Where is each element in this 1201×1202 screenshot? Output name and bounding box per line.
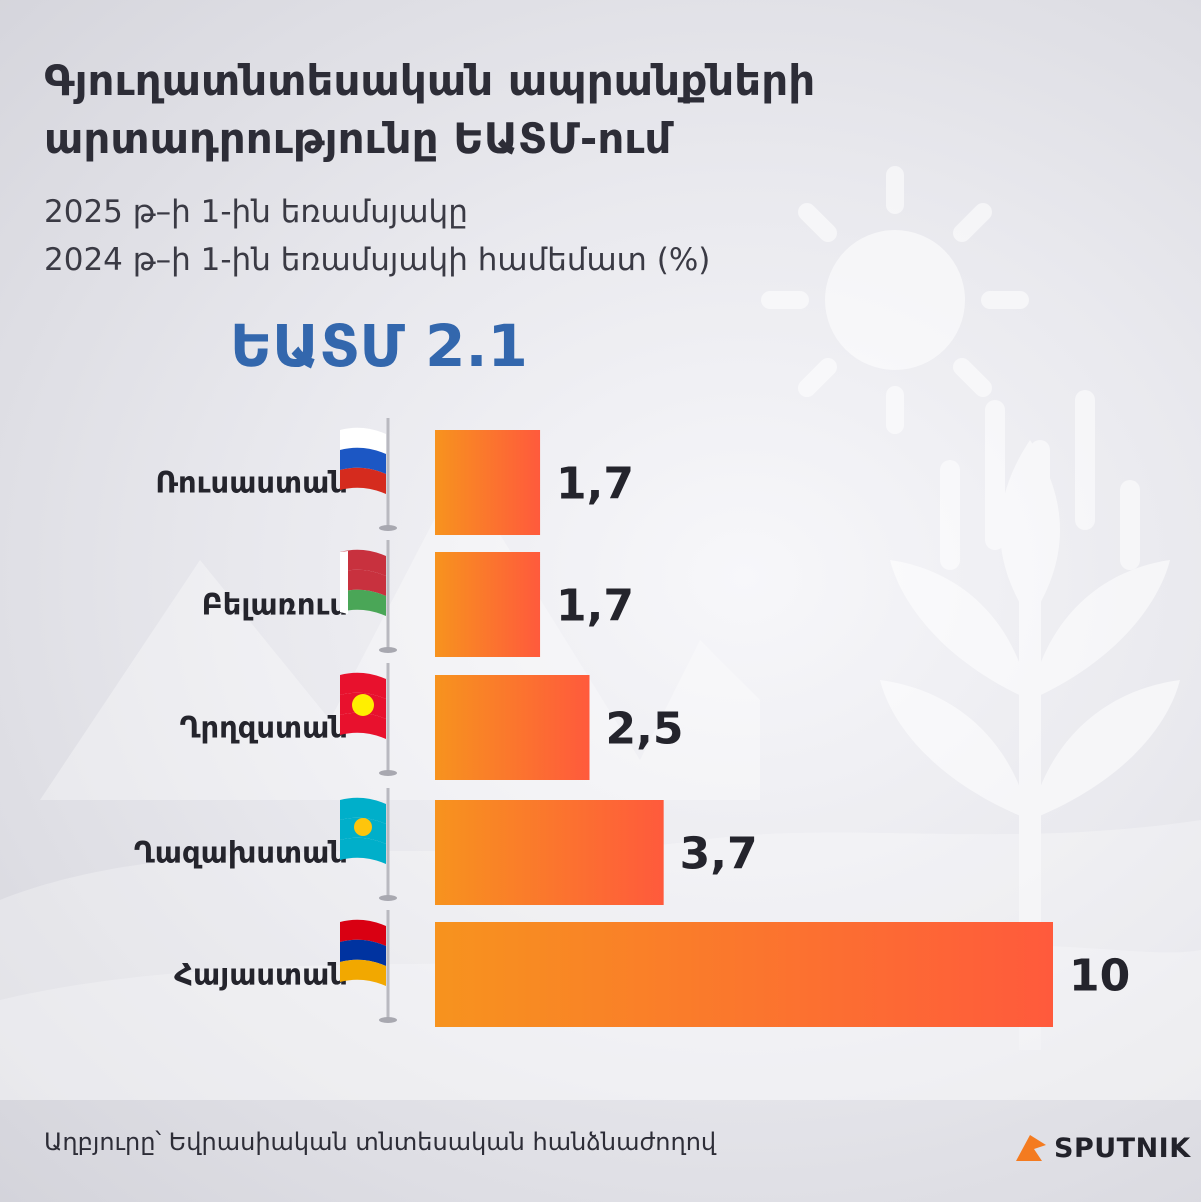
subtitle-line-2: 2024 թ–ի 1-ին եռամսյակի համեմատ (%) — [44, 242, 711, 278]
armenia-flag-icon — [340, 910, 397, 1023]
page-title: Գյուղատնտեսական ապրանքների արտադրություն… — [44, 52, 1144, 168]
value-label: 3,7 — [680, 829, 758, 880]
sputnik-logo-icon — [1016, 1135, 1046, 1161]
category-label: Ռուսաստան — [155, 466, 348, 500]
value-label: 1,7 — [556, 581, 634, 632]
value-label: 1,7 — [556, 459, 634, 510]
kyrgyzstan-flag-icon — [340, 663, 397, 776]
sputnik-logo-text: SPUTNIK — [1054, 1132, 1191, 1164]
subtitle: 2025 թ–ի 1-ին եռամսյակը 2024 թ–ի 1-ին եռ… — [44, 188, 1144, 284]
russia-flag-icon — [340, 418, 397, 531]
source-note: Աղբյուրը՝ Եվրասիական տնտեսական հանձնաժող… — [44, 1128, 717, 1156]
category-label: Ղրղզստան — [180, 711, 348, 745]
sun-shape — [825, 230, 965, 370]
category-label: Ղազախստան — [134, 836, 348, 870]
bar-4 — [435, 800, 664, 905]
eaeu-headline: ԵԱՏՄ 2.1 — [230, 312, 528, 380]
subtitle-line-1: 2025 թ–ի 1-ին եռամսյակը — [44, 194, 468, 230]
bar-1 — [435, 430, 541, 535]
bar-3 — [435, 675, 590, 780]
value-label: 10 — [1069, 951, 1130, 1002]
bar-2 — [435, 552, 541, 657]
value-label: 2,5 — [606, 704, 684, 755]
category-label: Բելառուս — [202, 588, 348, 622]
category-label: Հայաստան — [174, 958, 348, 992]
kazakhstan-flag-icon — [340, 788, 397, 901]
belarus-flag-icon — [340, 540, 397, 653]
title-line-1: Գյուղատնտեսական ապրանքների — [44, 56, 816, 105]
title-line-2: արտադրությունը ԵԱՏՄ-ում — [44, 114, 672, 163]
bar-5 — [435, 922, 1053, 1027]
sputnik-logo: SPUTNIK — [1014, 1128, 1191, 1168]
